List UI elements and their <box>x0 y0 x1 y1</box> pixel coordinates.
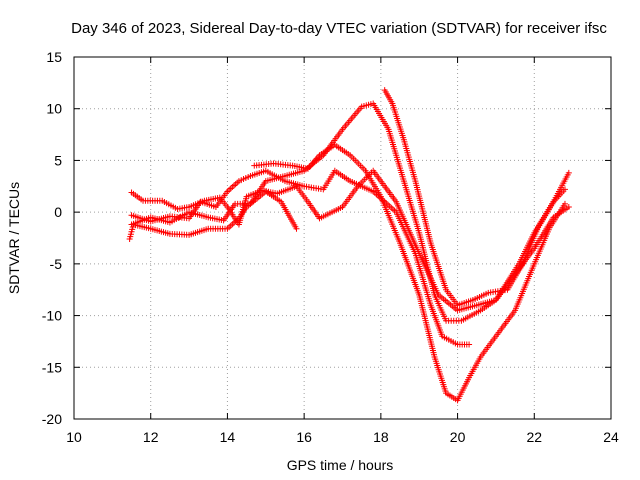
data-point <box>565 169 572 176</box>
y-tick-label: 5 <box>54 152 62 168</box>
series-pass-5 <box>251 141 568 404</box>
x-tick-label: 24 <box>603 429 619 445</box>
x-axis-label: GPS time / hours <box>287 457 394 473</box>
data-point <box>565 203 572 210</box>
y-axis-label: SDTVAR / TECUs <box>6 182 22 294</box>
data-point <box>466 341 473 348</box>
x-tick-label: 12 <box>143 429 159 445</box>
y-tick-label: -5 <box>50 256 63 272</box>
x-tick-label: 14 <box>220 429 236 445</box>
y-tick-label: -10 <box>42 308 62 324</box>
x-tick-label: 10 <box>66 429 82 445</box>
y-tick-label: -20 <box>42 411 62 427</box>
x-tick-label: 16 <box>296 429 312 445</box>
plot-frame <box>73 56 612 420</box>
x-tick-label: 18 <box>373 429 389 445</box>
data-point <box>561 200 568 207</box>
data-marks <box>126 87 572 404</box>
grid <box>73 56 612 420</box>
series-pass-6 <box>381 87 568 309</box>
data-point <box>293 225 300 232</box>
y-tick-label: 15 <box>46 49 62 65</box>
chart-title: Day 346 of 2023, Sidereal Day-to-day VTE… <box>71 20 607 37</box>
y-tick-label: -15 <box>42 359 62 375</box>
data-point <box>561 186 568 193</box>
y-tick-label: 10 <box>46 101 62 117</box>
tick-labels: 10 12 14 16 18 20 22 24 15 10 5 0 -5 -10 -15 -20 <box>42 49 619 445</box>
x-tick-label: 22 <box>526 429 542 445</box>
y-tick-label: 0 <box>54 204 62 220</box>
x-tick-label: 20 <box>450 429 466 445</box>
